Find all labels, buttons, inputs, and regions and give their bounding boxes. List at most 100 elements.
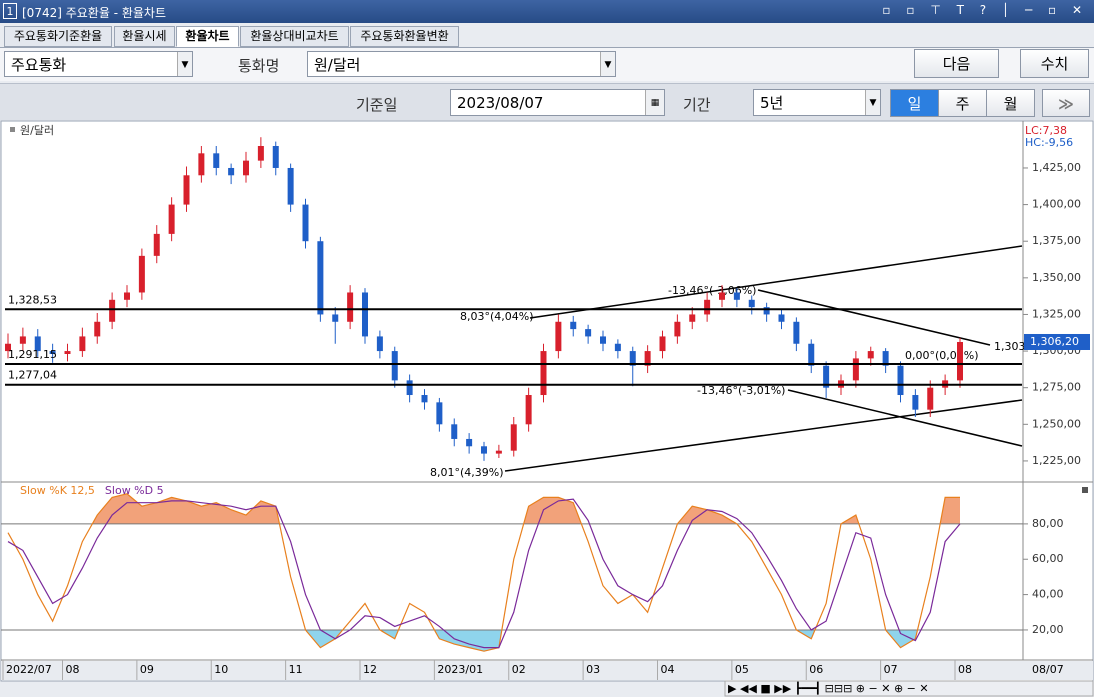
tab[interactable]: 주요통화기준환율: [4, 26, 112, 47]
candle-body: [34, 336, 41, 352]
tab[interactable]: 환율상대비교차트: [240, 26, 349, 47]
currency-select[interactable]: 원/달러 ▼: [307, 51, 616, 77]
candle-body: [347, 292, 354, 322]
week-button[interactable]: 주: [938, 89, 987, 117]
window-buttons[interactable]: ▫ ▫ ⊤ T ? │ ─ ▫ ✕: [882, 3, 1088, 17]
currency-group-select[interactable]: 주요통화 ▼: [4, 51, 193, 77]
x-tick-label: 03: [586, 663, 600, 676]
x-tick-label: 04: [661, 663, 675, 676]
candle-body: [436, 402, 443, 425]
annotation: -13,46°(-3,01%): [697, 384, 785, 397]
candle-body: [867, 351, 874, 359]
candle-body: [64, 351, 71, 355]
y-tick-label: 80,00: [1032, 517, 1064, 530]
dropdown-arrow[interactable]: ▼: [865, 90, 880, 115]
candle-body: [79, 336, 86, 352]
candle-body: [629, 351, 636, 366]
candle-body: [570, 321, 577, 330]
candle-body: [882, 351, 889, 366]
candle-body: [525, 395, 532, 425]
y-tick-label: 1,400,00: [1032, 198, 1081, 211]
reference-label: 1,277,04: [8, 369, 57, 382]
candle-body: [555, 321, 562, 352]
legend-icon: [10, 127, 15, 132]
scroll-controls[interactable]: ▶ ◀◀ ■ ▶▶ ┣━━┫ ⊟⊟⊟ ⊕ − ✕ ⊕ − ✕: [724, 680, 1094, 697]
candle-body: [510, 424, 517, 451]
x-tick-label: 07: [884, 663, 898, 676]
candle-body: [808, 343, 815, 366]
values-button[interactable]: 수치: [1020, 49, 1089, 78]
candle-body: [659, 336, 666, 352]
last-value-box: [1024, 333, 1090, 350]
candle-body: [823, 365, 830, 388]
candle-body: [94, 321, 101, 337]
price-title: 원/달러: [20, 124, 54, 137]
tab-active[interactable]: 환율차트: [176, 26, 239, 47]
candle-body: [689, 314, 696, 322]
candle-body: [257, 145, 264, 161]
month-button[interactable]: 월: [986, 89, 1035, 117]
currency-label: 통화명: [238, 57, 280, 75]
candle-body: [317, 241, 324, 315]
candle-body: [600, 336, 606, 344]
y-tick-label: 20,00: [1032, 623, 1064, 636]
candle-body: [481, 446, 487, 454]
candle-body: [674, 321, 681, 337]
y-tick-label: 40,00: [1032, 588, 1064, 601]
x-tick-label: 09: [140, 663, 154, 676]
y-tick-label: 1,225,00: [1032, 454, 1081, 467]
y-tick-label: 1,250,00: [1032, 417, 1081, 430]
candle-body: [704, 299, 711, 315]
candle-body: [332, 314, 339, 322]
candle-body: [585, 329, 592, 337]
oversold-fill: [8, 629, 960, 652]
candle-body: [793, 321, 800, 344]
annotation: 8,01°(4,39%): [430, 466, 504, 479]
tab[interactable]: 환율시세: [114, 26, 175, 47]
candle-body: [49, 351, 56, 355]
day-button[interactable]: 일: [890, 89, 939, 117]
tab[interactable]: 주요통화환율변환: [350, 26, 459, 47]
next-button[interactable]: 다음: [914, 49, 999, 78]
candle-body: [897, 365, 904, 396]
y-tick-label: 1,325,00: [1032, 307, 1081, 320]
candle-body: [719, 292, 725, 300]
candle-body: [406, 380, 413, 396]
trendlines: [504, 245, 1023, 472]
more-button[interactable]: ≫: [1042, 89, 1090, 117]
candle-body: [243, 160, 249, 176]
last-value-label: 1,306,20: [1030, 335, 1079, 348]
candle-body: [763, 307, 770, 315]
scroll-bar[interactable]: [724, 680, 1094, 697]
dropdown-arrow[interactable]: ▼: [600, 52, 615, 76]
candle-body: [5, 343, 11, 352]
trendline: [757, 289, 991, 346]
candle-body: [198, 153, 205, 176]
candle-body: [778, 314, 785, 322]
dropdown-arrow[interactable]: ▼: [177, 52, 192, 76]
trendline: [529, 245, 1023, 319]
candle-body: [153, 233, 160, 256]
candle-body: [927, 387, 934, 410]
x-tick-label: 02: [512, 663, 526, 676]
scroll-buttons[interactable]: ▶ ◀◀ ■ ▶▶ ┣━━┫ ⊟⊟⊟ ⊕ − ✕ ⊕ − ✕: [728, 681, 929, 695]
panel-close[interactable]: [1082, 487, 1088, 493]
period-label: 기간: [683, 96, 711, 114]
currency: 원/달러: [314, 56, 361, 74]
x-tick-label: 12: [363, 663, 377, 676]
y-tick-label: 60,00: [1032, 552, 1064, 565]
window-title: [0742] 주요환율 - 환율차트: [22, 6, 166, 20]
period-select[interactable]: 5년 ▼: [753, 89, 881, 116]
calendar-button[interactable]: ▦: [645, 90, 664, 115]
candle-body: [912, 395, 919, 410]
candle-body: [228, 167, 235, 176]
reference-label: 1,328,53: [8, 293, 57, 306]
title-bar: 1 [0742] 주요환율 - 환율차트 ▫ ▫ ⊤ T ? │ ─ ▫ ✕: [0, 0, 1094, 23]
candle-body: [733, 292, 740, 300]
date-input[interactable]: 2023/08/07 ▦: [450, 89, 665, 116]
cursor-date: 08/07: [1032, 663, 1064, 676]
candle-body: [540, 351, 547, 396]
candle-body: [168, 204, 175, 234]
